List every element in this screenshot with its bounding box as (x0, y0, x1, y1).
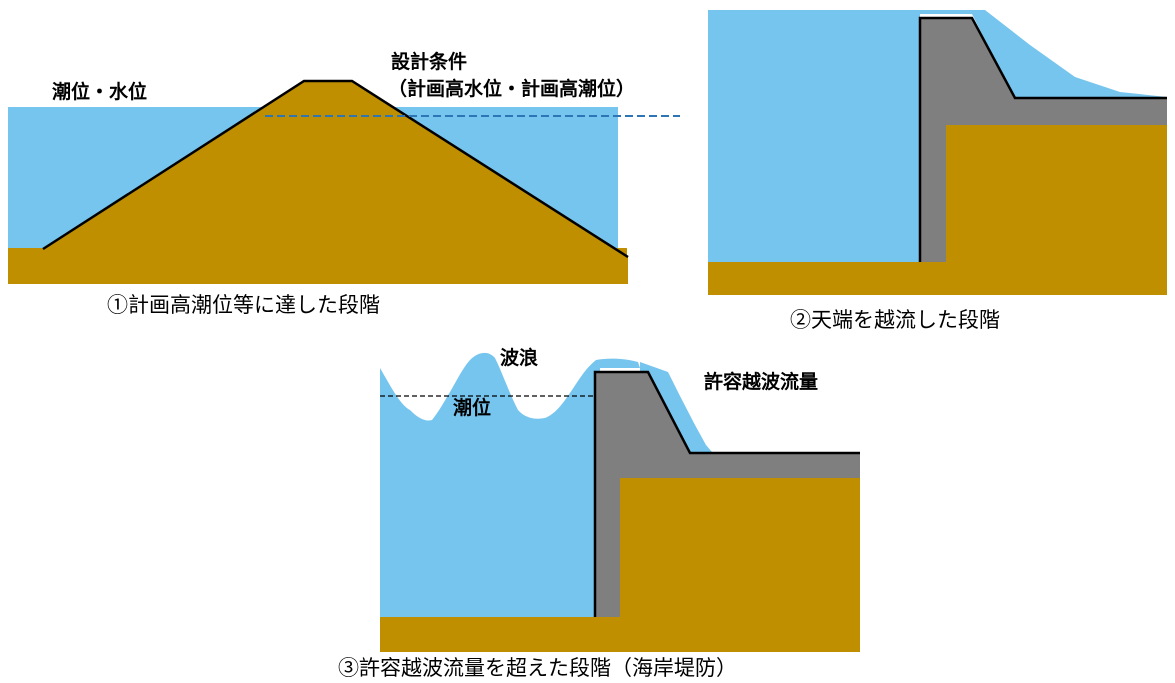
panel-2-caption: ②天端を越流した段階 (790, 308, 1000, 332)
panel-3-overtopping-label: 許容越波流量 (704, 370, 818, 393)
panel-1-levee-outline (42, 79, 629, 259)
panel-2-overflow-water (920, 10, 1167, 100)
panel-3-seawall-outline (593, 370, 860, 617)
panel-3-seawall-concrete (595, 372, 860, 617)
panel-2-seawall-outline (918, 16, 1167, 262)
panel-2-water (708, 10, 920, 265)
panel-2-seawall: ②天端を越流した段階 (708, 10, 1167, 332)
panel-1-levee-body (43, 81, 628, 284)
panel-3-wave-label: 波浪 (500, 346, 538, 369)
panel-1-caption: ①計画高潮位等に達した段階 (107, 293, 380, 317)
panel-3-caption: ③許容越波流量を超えた段階（海岸堤防） (338, 656, 737, 680)
panel-3-seabed (380, 617, 860, 652)
panel-3-wave-water (380, 352, 640, 617)
panel-3-seawall: 波浪 潮位 許容越波流量 ③許容越波流量を超えた段階（海岸堤防） (338, 346, 860, 680)
panel-2-seawall-concrete (920, 18, 1167, 262)
panel-1-design-label-line2: （計画高水位・計画高潮位） (388, 77, 635, 100)
panel-3-tide-label: 潮位 (453, 396, 491, 419)
panel-1-embankment: 潮位・水位 設計条件 （計画高水位・計画高潮位） ①計画高潮位等に達した段階 (8, 50, 680, 317)
panel-2-seabed (708, 262, 1167, 295)
panel-3-overtopping-water (640, 362, 712, 452)
panel-1-water-label: 潮位・水位 (52, 80, 147, 103)
panel-3-land-soil (620, 478, 860, 617)
panel-1-design-label-line1: 設計条件 (391, 50, 467, 73)
